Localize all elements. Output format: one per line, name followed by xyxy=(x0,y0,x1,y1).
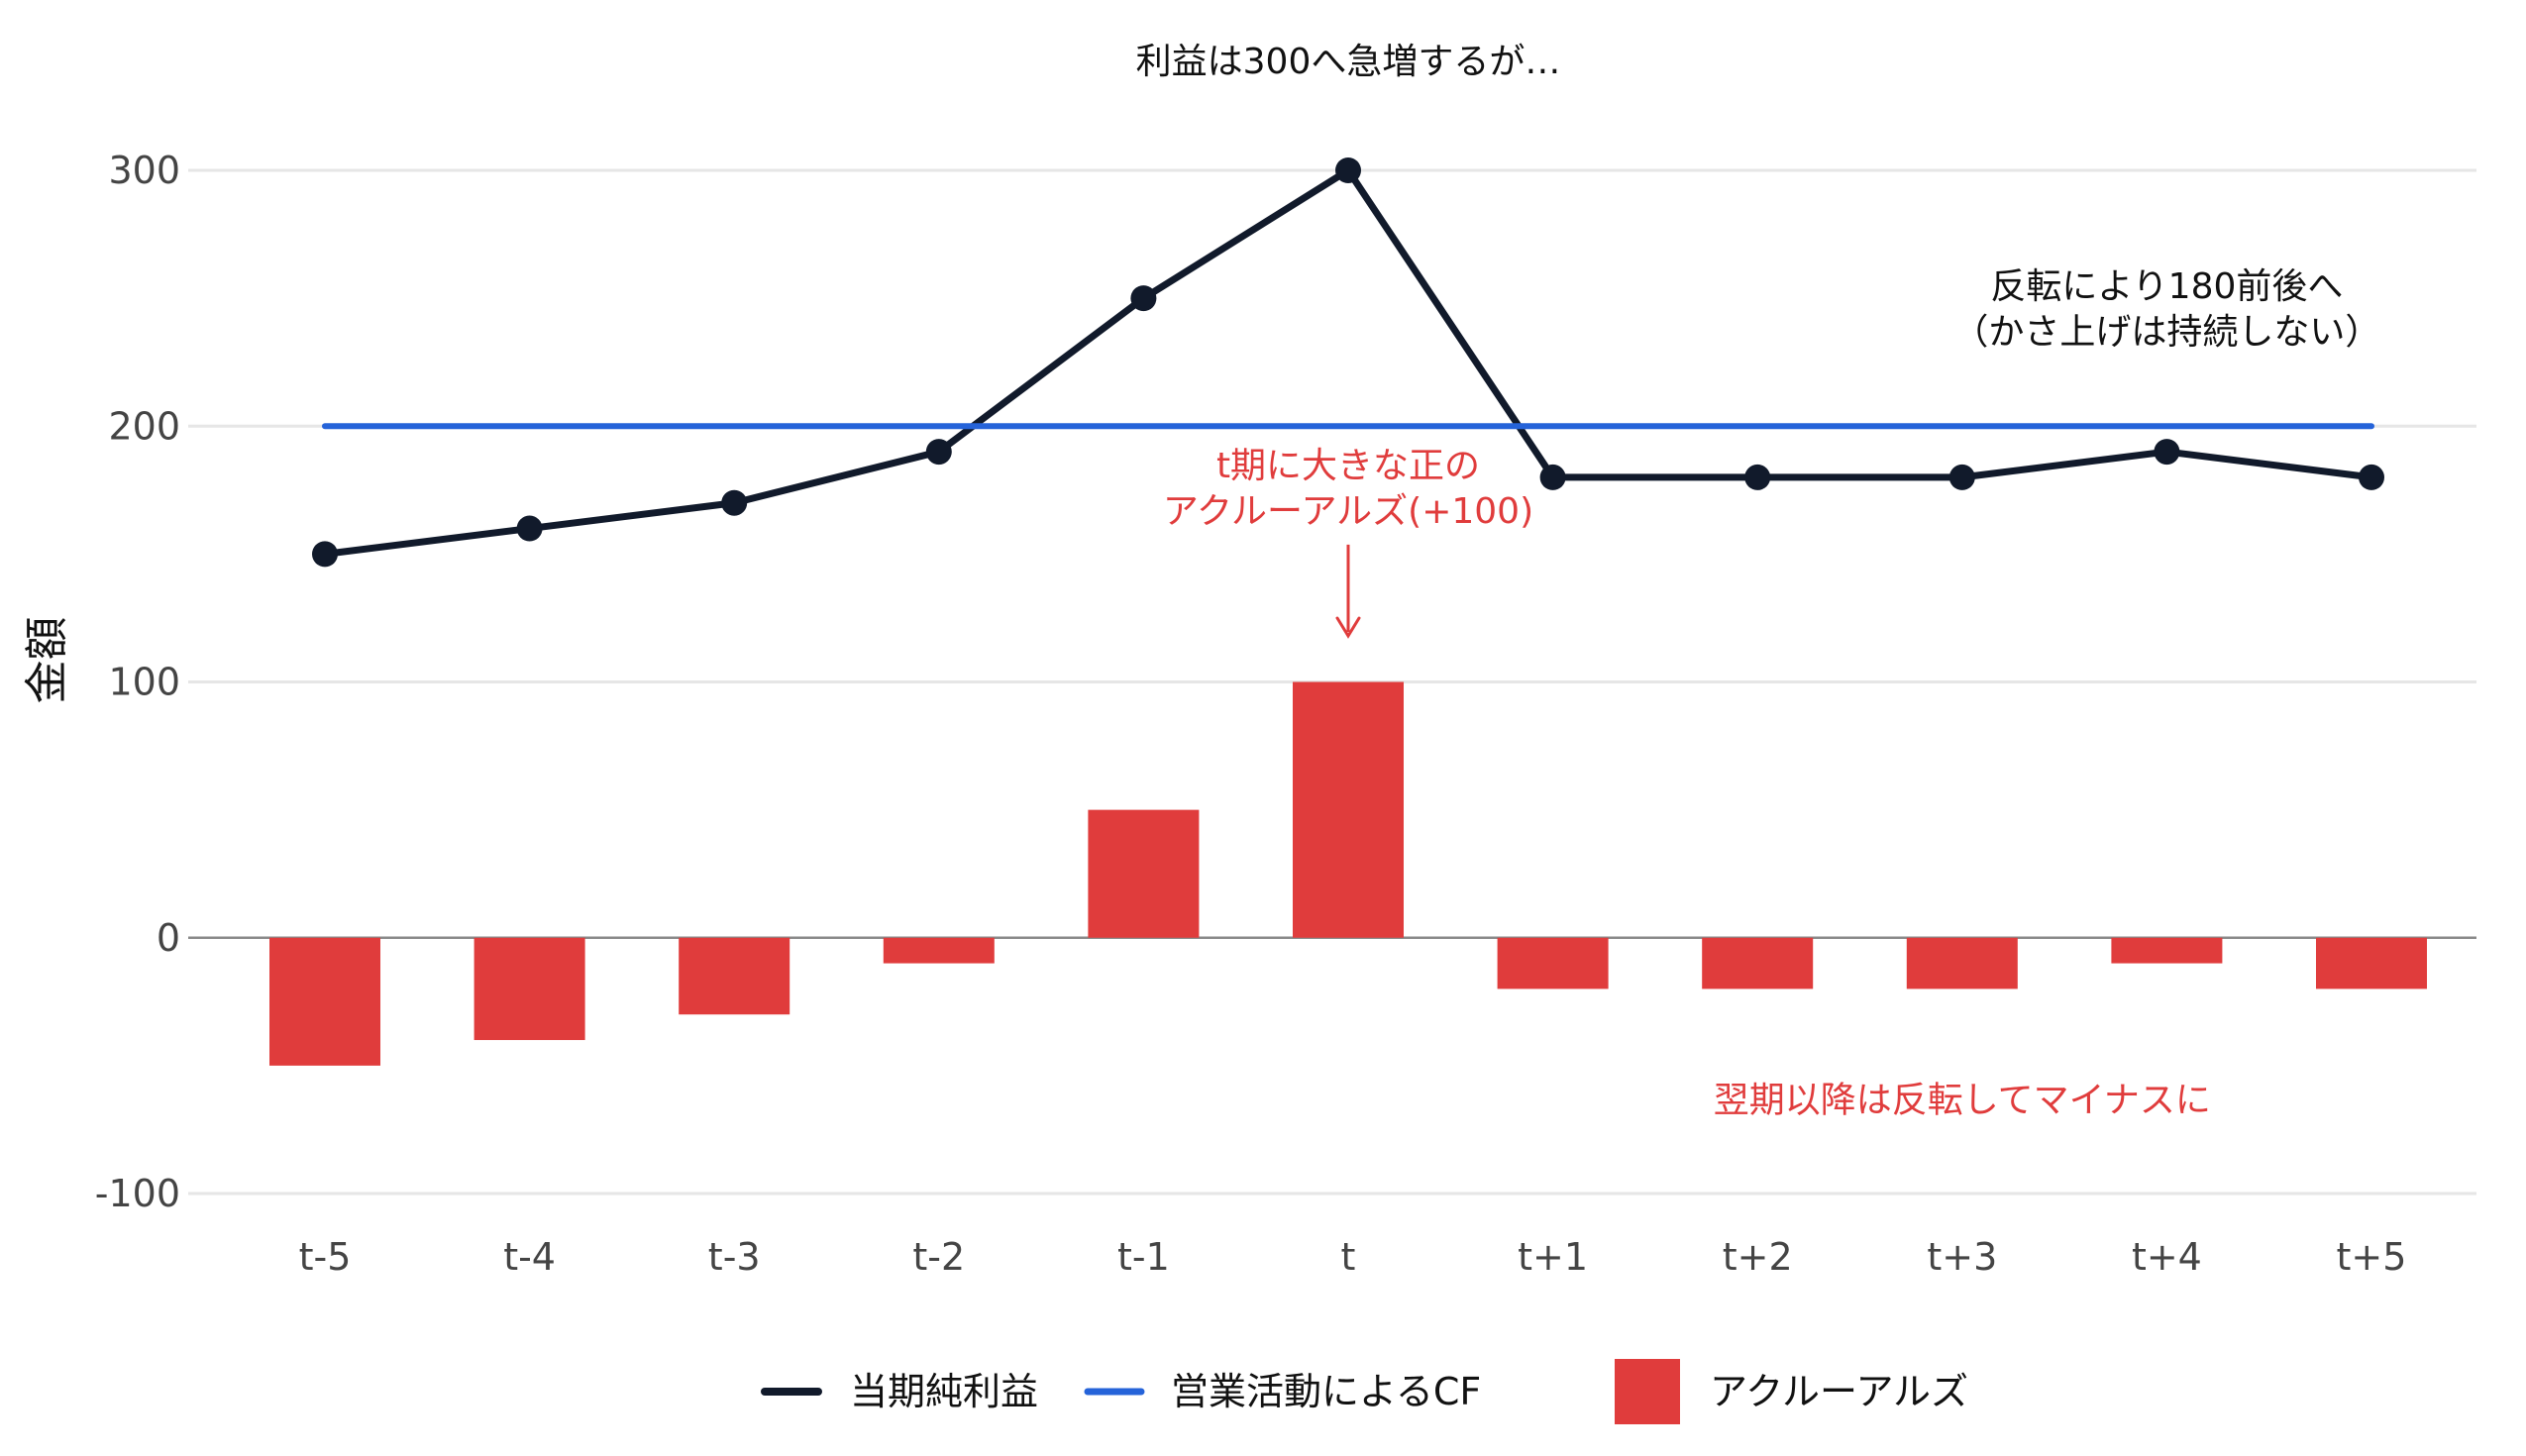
data-point xyxy=(1130,285,1157,312)
x-tick-label: t-2 xyxy=(912,1235,965,1279)
legend-label-accruals: アクルーアルズ xyxy=(1710,1370,1968,1413)
x-tick-label: t-1 xyxy=(1117,1235,1170,1279)
x-tick-label: t-5 xyxy=(299,1235,352,1279)
y-tick-label: 200 xyxy=(108,404,180,448)
annotation-text: 翌期以降は反転してマイナスに xyxy=(1714,1080,2211,1120)
bar xyxy=(1702,937,1814,989)
annotation-text: t期に大きな正の xyxy=(1216,446,1480,486)
x-tick-label: t-4 xyxy=(503,1235,556,1279)
bar xyxy=(474,937,585,1041)
x-tick-label: t xyxy=(1341,1235,1356,1279)
legend-label-operating-cf: 営業活動によるCF xyxy=(1171,1370,1481,1413)
bar xyxy=(1497,937,1609,989)
bar xyxy=(2111,937,2223,964)
y-tick-label: 300 xyxy=(108,149,180,192)
x-tick-label: t+2 xyxy=(1723,1235,1793,1279)
bar xyxy=(1906,937,2018,989)
x-tick-label: t+3 xyxy=(1927,1235,1997,1279)
bar xyxy=(2316,937,2427,989)
annotation-text: （かさ上げは持続しない） xyxy=(1952,312,2380,353)
legend-swatch-accruals xyxy=(1615,1359,1680,1424)
y-axis-label: 金額 xyxy=(22,617,72,704)
y-tick-label: 0 xyxy=(157,916,180,960)
bar xyxy=(679,937,790,1015)
annotation-arrowhead xyxy=(1335,616,1361,639)
data-point xyxy=(1948,464,1975,490)
data-point xyxy=(925,439,952,466)
data-point xyxy=(1744,464,1771,490)
data-point xyxy=(2359,464,2384,490)
x-tick-label: t+1 xyxy=(1518,1235,1588,1279)
data-point xyxy=(721,489,748,516)
bar xyxy=(1088,809,1200,938)
y-tick-label: 100 xyxy=(108,661,180,704)
x-tick-label: t+5 xyxy=(2337,1235,2407,1279)
x-tick-label: t+4 xyxy=(2132,1235,2202,1279)
x-tick-label: t-3 xyxy=(708,1235,761,1279)
bar xyxy=(883,937,995,964)
data-point xyxy=(312,541,338,568)
data-point xyxy=(1539,464,1566,490)
bar xyxy=(269,937,380,1066)
annotation-text: アクルーアルズ(+100) xyxy=(1163,491,1533,532)
annotation-text: 反転により180前後へ xyxy=(1990,266,2343,307)
data-point xyxy=(1335,157,1361,183)
data-point xyxy=(516,515,543,542)
data-point xyxy=(2154,439,2180,466)
annotation-text: 利益は300へ急増するが… xyxy=(1136,42,1561,82)
bar xyxy=(1293,681,1404,938)
legend-label-net-income: 当期純利益 xyxy=(850,1370,1038,1413)
y-tick-label: -100 xyxy=(95,1172,180,1215)
